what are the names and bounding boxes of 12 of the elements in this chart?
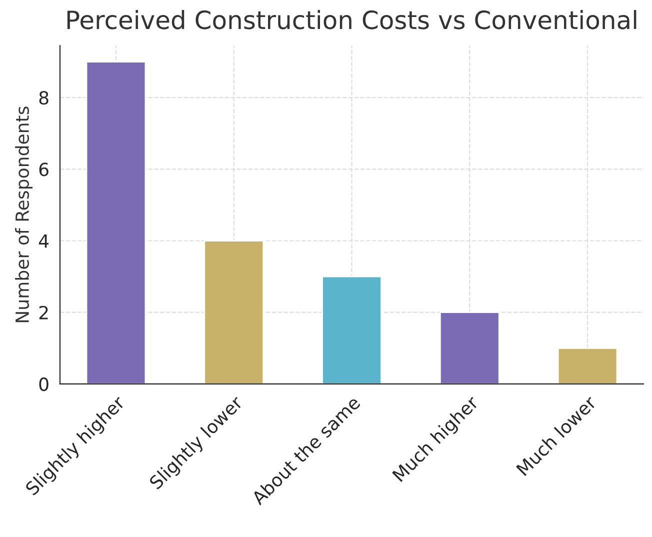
bar xyxy=(322,276,382,384)
y-tick-label: 8 xyxy=(39,91,48,105)
y-tick-label: 4 xyxy=(38,234,49,248)
bar xyxy=(557,347,618,384)
y-tick-label: 2 xyxy=(39,306,48,320)
bar xyxy=(204,240,264,384)
chart-title: Perceived Construction Costs vs Conventional xyxy=(67,10,636,30)
y-axis-title: Number of Respondents xyxy=(15,106,33,322)
bar xyxy=(439,312,500,384)
bar xyxy=(86,61,146,384)
y-tick-label: 0 xyxy=(39,377,48,392)
y-tick-label: 6 xyxy=(39,162,48,176)
